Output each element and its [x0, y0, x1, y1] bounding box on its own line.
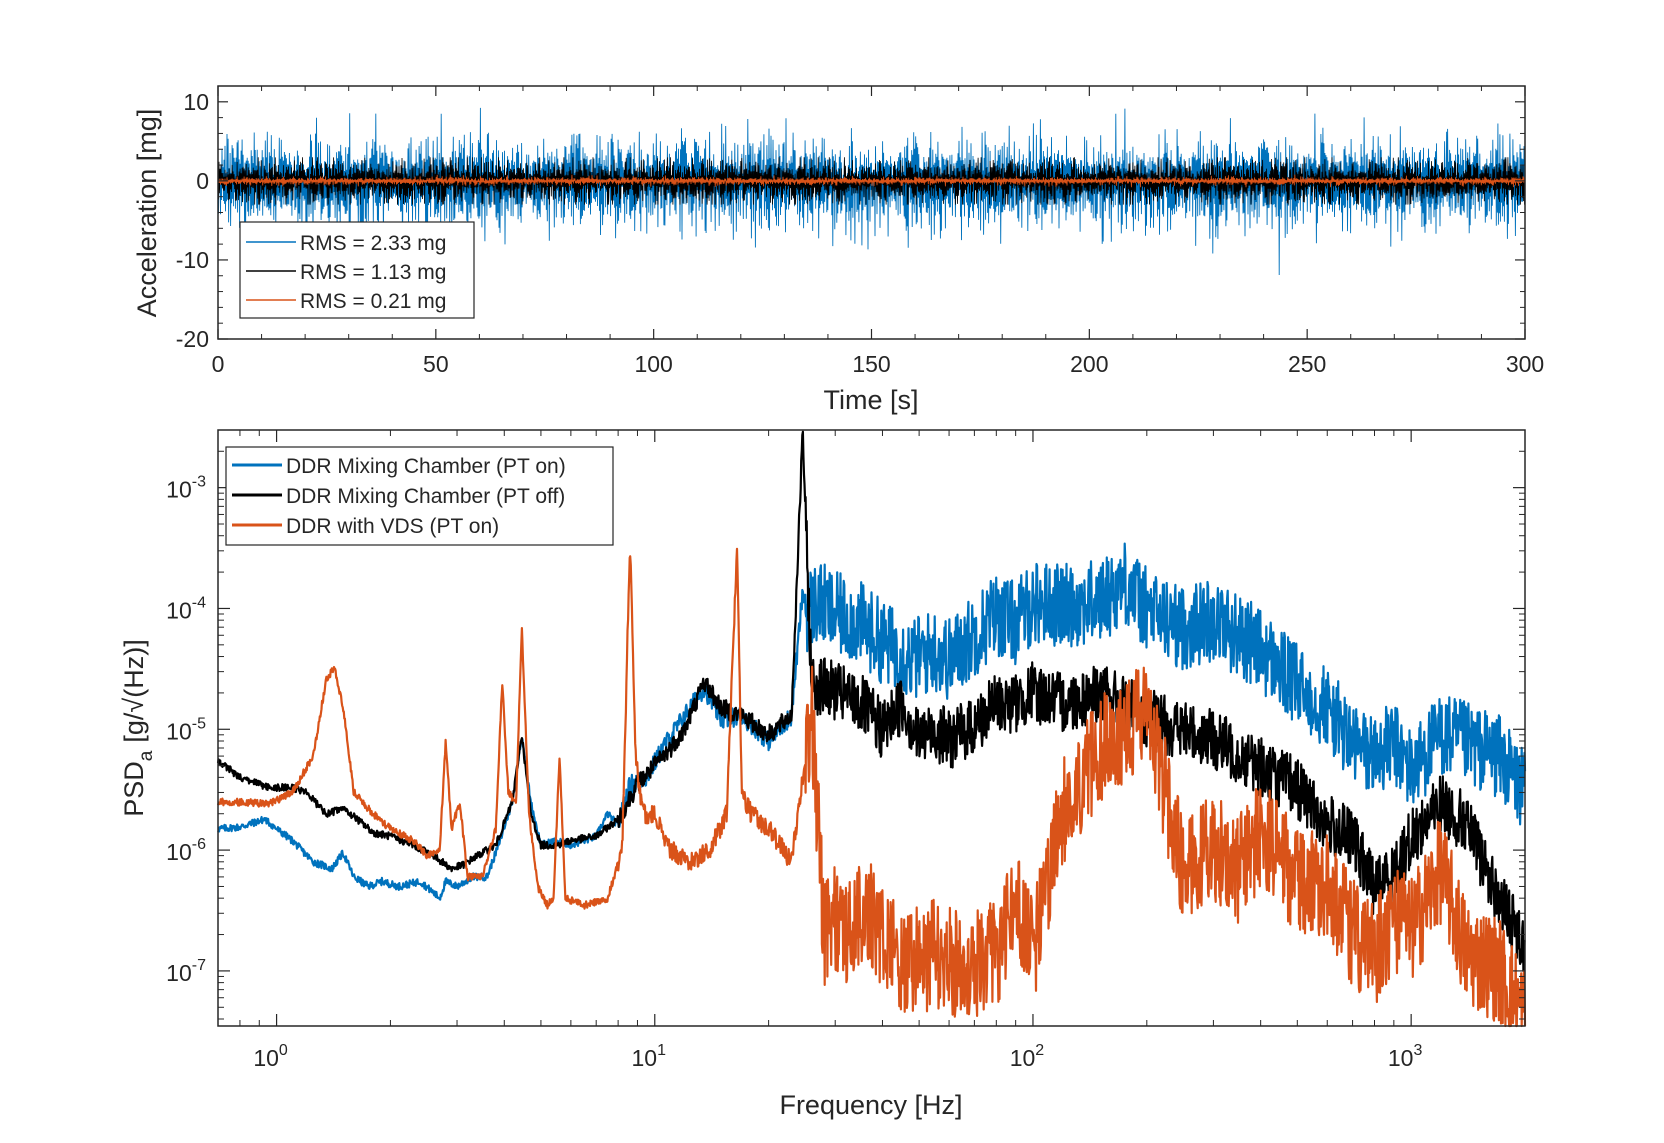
psd-x-axis-label: Frequency [Hz] [779, 1090, 962, 1120]
psd-x-tick-label: 103 [1388, 1042, 1423, 1071]
psd-x-tick-exponent: 3 [1413, 1042, 1422, 1059]
psd-y-tick-exponent: -6 [192, 836, 206, 853]
time-y-tick-label: -20 [176, 326, 209, 352]
psd-x-tick-mantissa: 10 [253, 1045, 279, 1071]
time-legend-label-black: RMS = 1.13 mg [300, 261, 446, 284]
time-x-tick-label: 150 [852, 351, 890, 377]
time-x-tick-label: 200 [1070, 351, 1108, 377]
psd-y-tick-label: 10-3 [166, 474, 206, 503]
psd-legend: DDR Mixing Chamber (PT on) DDR Mixing Ch… [225, 446, 614, 546]
psd-y-tick-mantissa: 10 [166, 477, 192, 503]
time-x-tick-label: 100 [634, 351, 672, 377]
psd-series-line-orange [216, 547, 1527, 1028]
time-y-axis-label: Acceleration [mg] [132, 109, 162, 318]
psd-x-tick-mantissa: 10 [632, 1045, 658, 1071]
psd-x-tick-exponent: 1 [657, 1042, 666, 1059]
time-series-line-orange [217, 174, 1526, 188]
psd-series-line-blue [217, 542, 1527, 901]
psd-y-label-units: [g/√(Hz)] [119, 639, 149, 742]
time-y-tick-label: 0 [196, 168, 209, 194]
psd-y-tick-mantissa: 10 [166, 718, 192, 744]
psd-y-tick-exponent: -3 [192, 474, 206, 491]
psd-series-lines [216, 430, 1527, 1028]
psd-x-tick-exponent: 2 [1035, 1042, 1044, 1059]
time-axis-ticks: 0 50 100 150 200 250 300 -20 -10 0 10 [176, 85, 1544, 377]
time-legend-label-blue: RMS = 2.33 mg [300, 232, 446, 255]
psd-x-tick-label: 101 [632, 1042, 667, 1071]
psd-y-tick-exponent: -4 [192, 594, 206, 611]
psd-y-tick-exponent: -7 [192, 957, 206, 974]
psd-y-label-subscript: a [136, 750, 157, 761]
psd-x-tick-exponent: 0 [279, 1042, 288, 1059]
time-x-tick-label: 250 [1288, 351, 1326, 377]
time-legend-box [239, 221, 475, 319]
psd-legend-label-black: DDR Mixing Chamber (PT off) [286, 485, 565, 508]
psd-legend-label-blue: DDR Mixing Chamber (PT on) [286, 455, 566, 478]
psd-x-tick-mantissa: 10 [1388, 1045, 1414, 1071]
psd-x-tick-mantissa: 10 [1010, 1045, 1036, 1071]
psd-y-axis-label: PSDa [g/√(Hz)] [119, 639, 157, 816]
time-series-lines [217, 107, 1526, 276]
psd-legend-box [225, 446, 614, 546]
time-x-tick-label: 300 [1506, 351, 1544, 377]
time-y-tick-label: -10 [176, 247, 209, 273]
psd-y-label-main: PSD [119, 761, 149, 817]
time-x-tick-label: 0 [212, 351, 225, 377]
psd-y-tick-exponent: -5 [192, 715, 206, 732]
psd-y-tick-label: 10-7 [166, 957, 206, 986]
psd-x-tick-label: 102 [1010, 1042, 1045, 1071]
time-x-axis-label: Time [s] [823, 385, 918, 415]
time-y-tick-label: 10 [183, 89, 209, 115]
time-legend-label-orange: RMS = 0.21 mg [300, 290, 446, 313]
time-legend: RMS = 2.33 mg RMS = 1.13 mg RMS = 0.21 m… [239, 221, 475, 319]
time-series-line-black [217, 157, 1526, 205]
psd-y-tick-mantissa: 10 [166, 597, 192, 623]
psd-y-tick-label: 10-6 [166, 836, 206, 865]
psd-y-axis-label-text: PSDa [g/√(Hz)] [119, 639, 157, 816]
psd-x-tick-label: 100 [253, 1042, 288, 1071]
psd-y-tick-label: 10-5 [166, 715, 206, 744]
psd-y-tick-mantissa: 10 [166, 960, 192, 986]
time-x-tick-label: 50 [423, 351, 449, 377]
psd-legend-label-orange: DDR with VDS (PT on) [286, 515, 499, 538]
time-series-axes: 0 50 100 150 200 250 300 -20 -10 0 10 Time [s] Acc… [132, 85, 1544, 415]
psd-y-tick-mantissa: 10 [166, 839, 192, 865]
psd-axes-box [217, 429, 1526, 1027]
psd-y-tick-label: 10-4 [166, 594, 206, 623]
